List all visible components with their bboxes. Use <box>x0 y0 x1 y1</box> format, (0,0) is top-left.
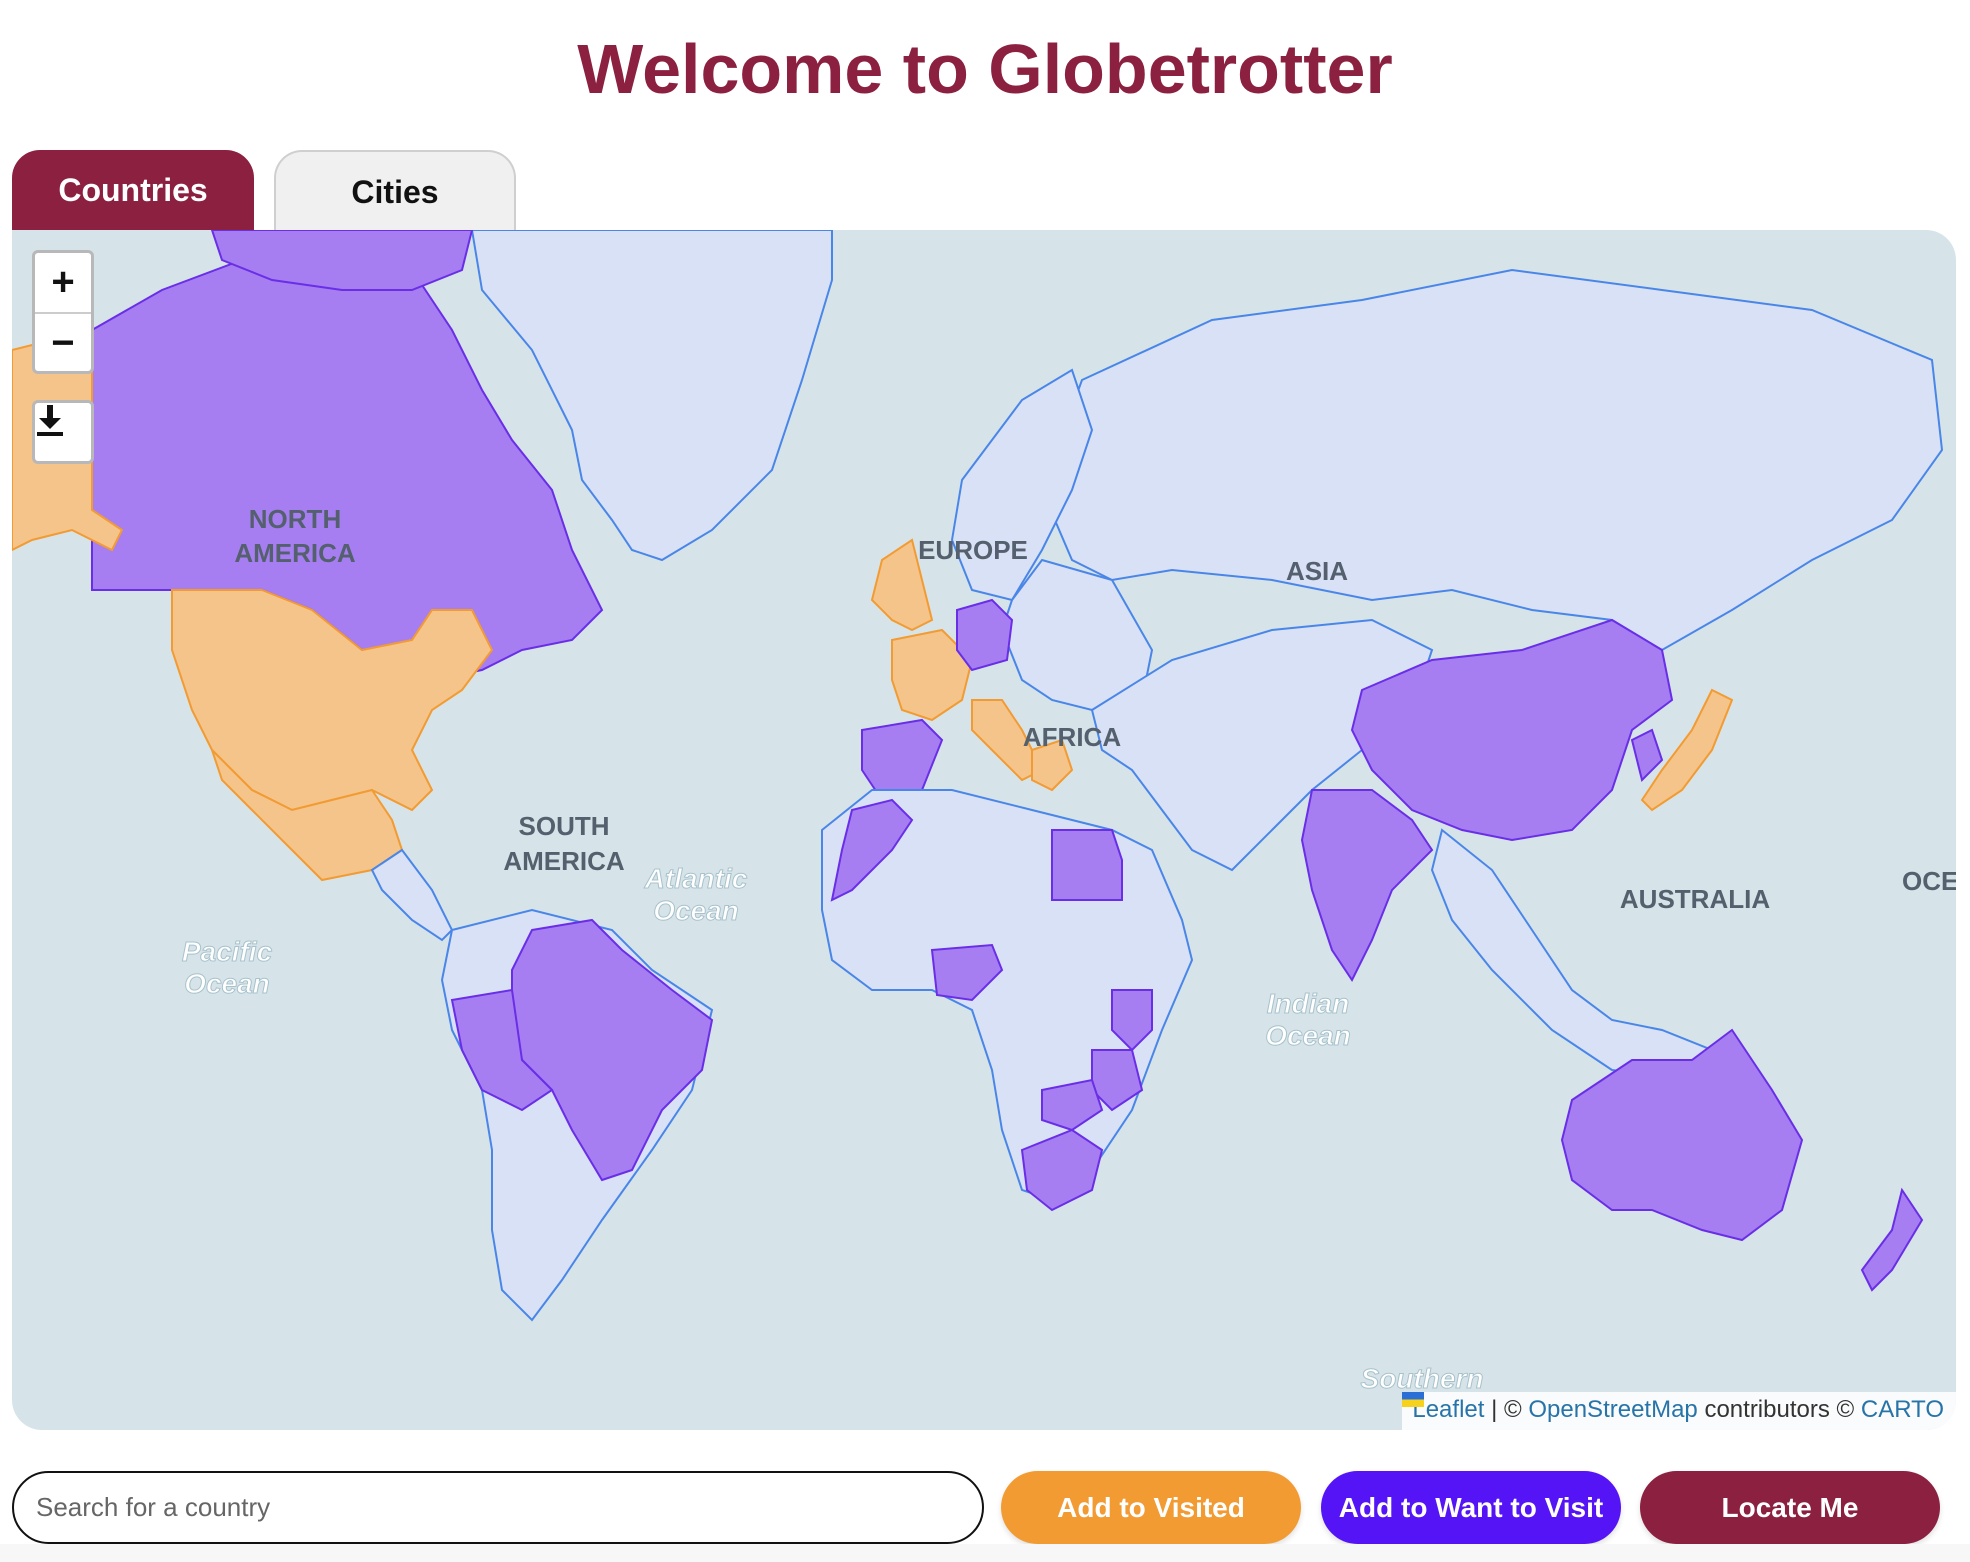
add-to-visited-button[interactable]: Add to Visited <box>1001 1471 1301 1544</box>
attribution-sep: | © <box>1484 1396 1529 1423</box>
map-canvas[interactable]: NORTH AMERICA EUROPE ASIA AFRICA SOUTH A… <box>12 230 1956 1430</box>
spain[interactable] <box>861 718 944 802</box>
label-southern: Southern <box>1361 1363 1484 1394</box>
locate-me-button[interactable]: Locate Me <box>1640 1471 1940 1544</box>
country-search-input[interactable] <box>12 1471 984 1544</box>
united-kingdom[interactable] <box>870 538 934 632</box>
label-pacific-2: Ocean <box>184 968 270 999</box>
page-title: Welcome to Globetrotter <box>577 30 1393 108</box>
osm-link[interactable]: OpenStreetMap <box>1528 1396 1698 1423</box>
central-america[interactable] <box>370 848 454 942</box>
korea[interactable] <box>1630 728 1664 782</box>
label-indian-2: Ocean <box>1265 1020 1351 1051</box>
label-south-america-1: SOUTH <box>519 811 610 841</box>
label-south-america-2: AMERICA <box>503 846 625 876</box>
map-attribution: Leaflet | © OpenStreetMap contributors ©… <box>1402 1392 1956 1430</box>
label-europe: EUROPE <box>918 535 1028 565</box>
southeast-asia[interactable] <box>1430 828 1714 1082</box>
china[interactable] <box>1350 618 1674 842</box>
ukraine-flag-icon <box>1402 1392 1425 1407</box>
greece[interactable] <box>1031 738 1074 792</box>
leaflet-link[interactable]: Leaflet <box>1412 1396 1485 1423</box>
zambia[interactable] <box>1041 1078 1104 1132</box>
download-button[interactable] <box>32 400 94 464</box>
label-atlantic-1: Atlantic <box>644 863 748 894</box>
australia[interactable] <box>1560 1028 1804 1242</box>
add-to-want-to-visit-button[interactable]: Add to Want to Visit <box>1321 1471 1621 1544</box>
zoom-control: + − <box>32 250 94 374</box>
label-atlantic-2: Ocean <box>653 895 739 926</box>
download-icon <box>37 405 63 436</box>
arctic-islands[interactable] <box>210 230 474 291</box>
tab-countries[interactable]: Countries <box>12 150 254 230</box>
world-map[interactable]: NORTH AMERICA EUROPE ASIA AFRICA SOUTH A… <box>12 230 1956 1430</box>
page-footer-strip <box>0 1544 1970 1562</box>
india[interactable] <box>1300 789 1434 982</box>
france[interactable] <box>891 628 974 722</box>
japan[interactable] <box>1640 688 1734 812</box>
carto-link[interactable]: CARTO <box>1860 1396 1944 1423</box>
label-pacific-1: Pacific <box>182 936 273 967</box>
nigeria[interactable] <box>930 943 1004 1002</box>
south-africa[interactable] <box>1020 1128 1104 1212</box>
zoom-out-button[interactable]: − <box>35 312 91 373</box>
label-north-america-1: NORTH <box>249 504 341 534</box>
peru[interactable] <box>450 988 554 1112</box>
label-asia: ASIA <box>1286 556 1348 586</box>
greenland[interactable] <box>470 230 833 562</box>
new-zealand[interactable] <box>1860 1187 1924 1292</box>
attribution-contributors: contributors © <box>1697 1396 1861 1423</box>
kenya[interactable] <box>1111 989 1153 1052</box>
russia[interactable] <box>1040 268 1944 652</box>
germany[interactable] <box>956 598 1014 672</box>
tab-cities[interactable]: Cities <box>274 150 516 230</box>
egypt[interactable] <box>1051 829 1123 901</box>
label-indian-1: Indian <box>1267 988 1349 1019</box>
scandinavia[interactable] <box>950 368 1094 602</box>
label-north-america-2: AMERICA <box>234 538 356 568</box>
zoom-in-button[interactable]: + <box>51 260 75 304</box>
morocco[interactable] <box>830 798 914 902</box>
label-australia: AUSTRALIA <box>1620 884 1770 914</box>
label-oceania: OCEANIA <box>1902 866 1956 896</box>
label-africa: AFRICA <box>1023 722 1121 752</box>
